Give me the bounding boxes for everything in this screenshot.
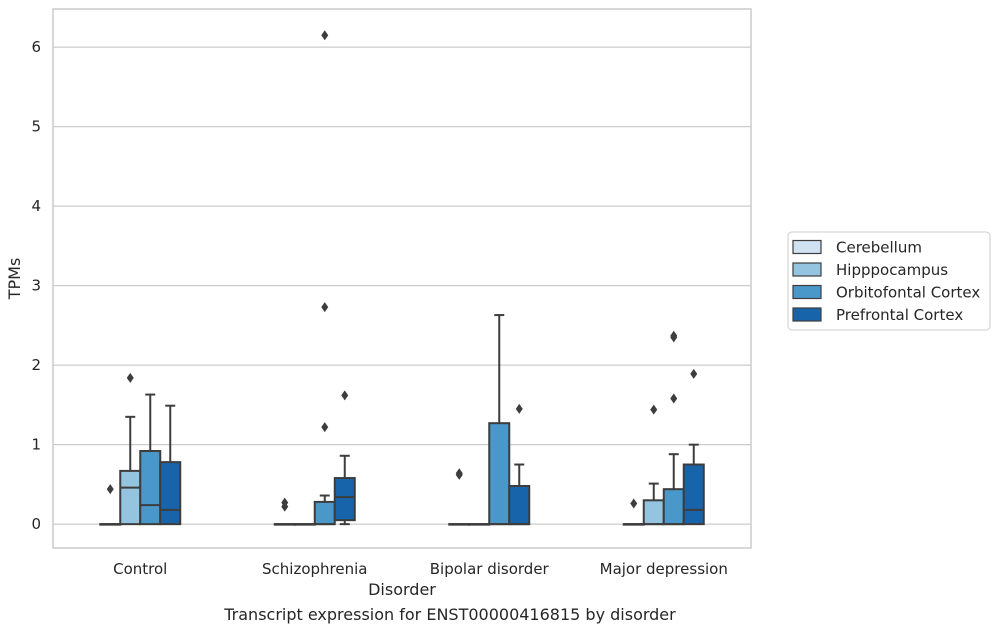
- box: [642, 499, 665, 526]
- outlier-point: [341, 390, 349, 401]
- outlier-point: [455, 468, 463, 479]
- y-tick-label: 5: [31, 118, 41, 136]
- outlier-point: [690, 368, 698, 379]
- box: [119, 469, 142, 526]
- y-tick-label: 2: [31, 356, 41, 374]
- x-tick-label: Control: [113, 560, 167, 578]
- box: [682, 463, 705, 526]
- outlier-point: [630, 498, 638, 509]
- box: [333, 477, 356, 522]
- x-tick-label: Bipolar disorder: [430, 560, 550, 578]
- outlier-point: [650, 404, 658, 415]
- x-tick-label: Major depression: [600, 560, 728, 578]
- box: [139, 450, 162, 526]
- y-tick-label: 1: [31, 436, 41, 454]
- y-tick-label: 0: [31, 515, 41, 533]
- y-tick-label: 4: [31, 197, 41, 215]
- box: [159, 461, 182, 526]
- y-tick-label: 3: [31, 277, 41, 295]
- box: [662, 488, 685, 526]
- y-axis-label: TPMs: [5, 258, 24, 301]
- x-tick-label: Schizophrenia: [262, 560, 367, 578]
- outlier-point: [126, 372, 134, 383]
- outlier-point: [321, 302, 329, 313]
- legend-label: Prefrontal Cortex: [836, 306, 963, 324]
- outlier-point: [670, 393, 678, 404]
- outlier-point: [106, 484, 114, 495]
- box: [313, 500, 336, 526]
- legend-swatch: [792, 307, 822, 322]
- box: [488, 422, 511, 526]
- figure-caption: Transcript expression for ENST0000041681…: [224, 605, 676, 624]
- legend-swatch: [792, 239, 822, 255]
- outlier-point: [321, 30, 329, 41]
- y-tick-label: 6: [31, 38, 41, 56]
- outlier-point: [670, 330, 678, 341]
- box: [508, 484, 531, 526]
- outlier-point: [281, 497, 289, 508]
- legend-swatch: [792, 262, 822, 277]
- legend-swatch: [792, 284, 822, 300]
- legend-frame: [787, 231, 991, 331]
- plot-frame: [52, 8, 752, 549]
- outlier-point: [515, 403, 523, 414]
- legend-label: Cerebellum: [836, 239, 922, 257]
- legend-label: Hipppocampus: [836, 261, 948, 279]
- outlier-point: [321, 422, 329, 433]
- legend-label: Orbitofontal Cortex: [836, 284, 980, 302]
- x-axis-label: Disorder: [368, 580, 436, 599]
